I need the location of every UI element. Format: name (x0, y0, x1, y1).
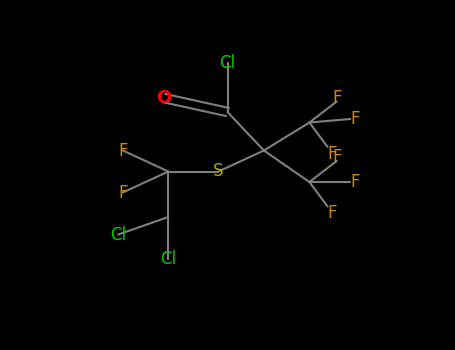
Text: O: O (156, 89, 172, 107)
Text: F: F (332, 89, 341, 107)
Text: Cl: Cl (110, 225, 126, 244)
Text: Cl: Cl (219, 54, 236, 72)
Text: F: F (328, 204, 337, 223)
Text: F: F (332, 148, 341, 167)
Text: Cl: Cl (160, 250, 177, 268)
Text: F: F (350, 173, 359, 191)
Text: F: F (118, 141, 127, 160)
Text: F: F (328, 145, 337, 163)
Text: F: F (118, 183, 127, 202)
Text: S: S (213, 162, 224, 181)
Text: F: F (350, 110, 359, 128)
